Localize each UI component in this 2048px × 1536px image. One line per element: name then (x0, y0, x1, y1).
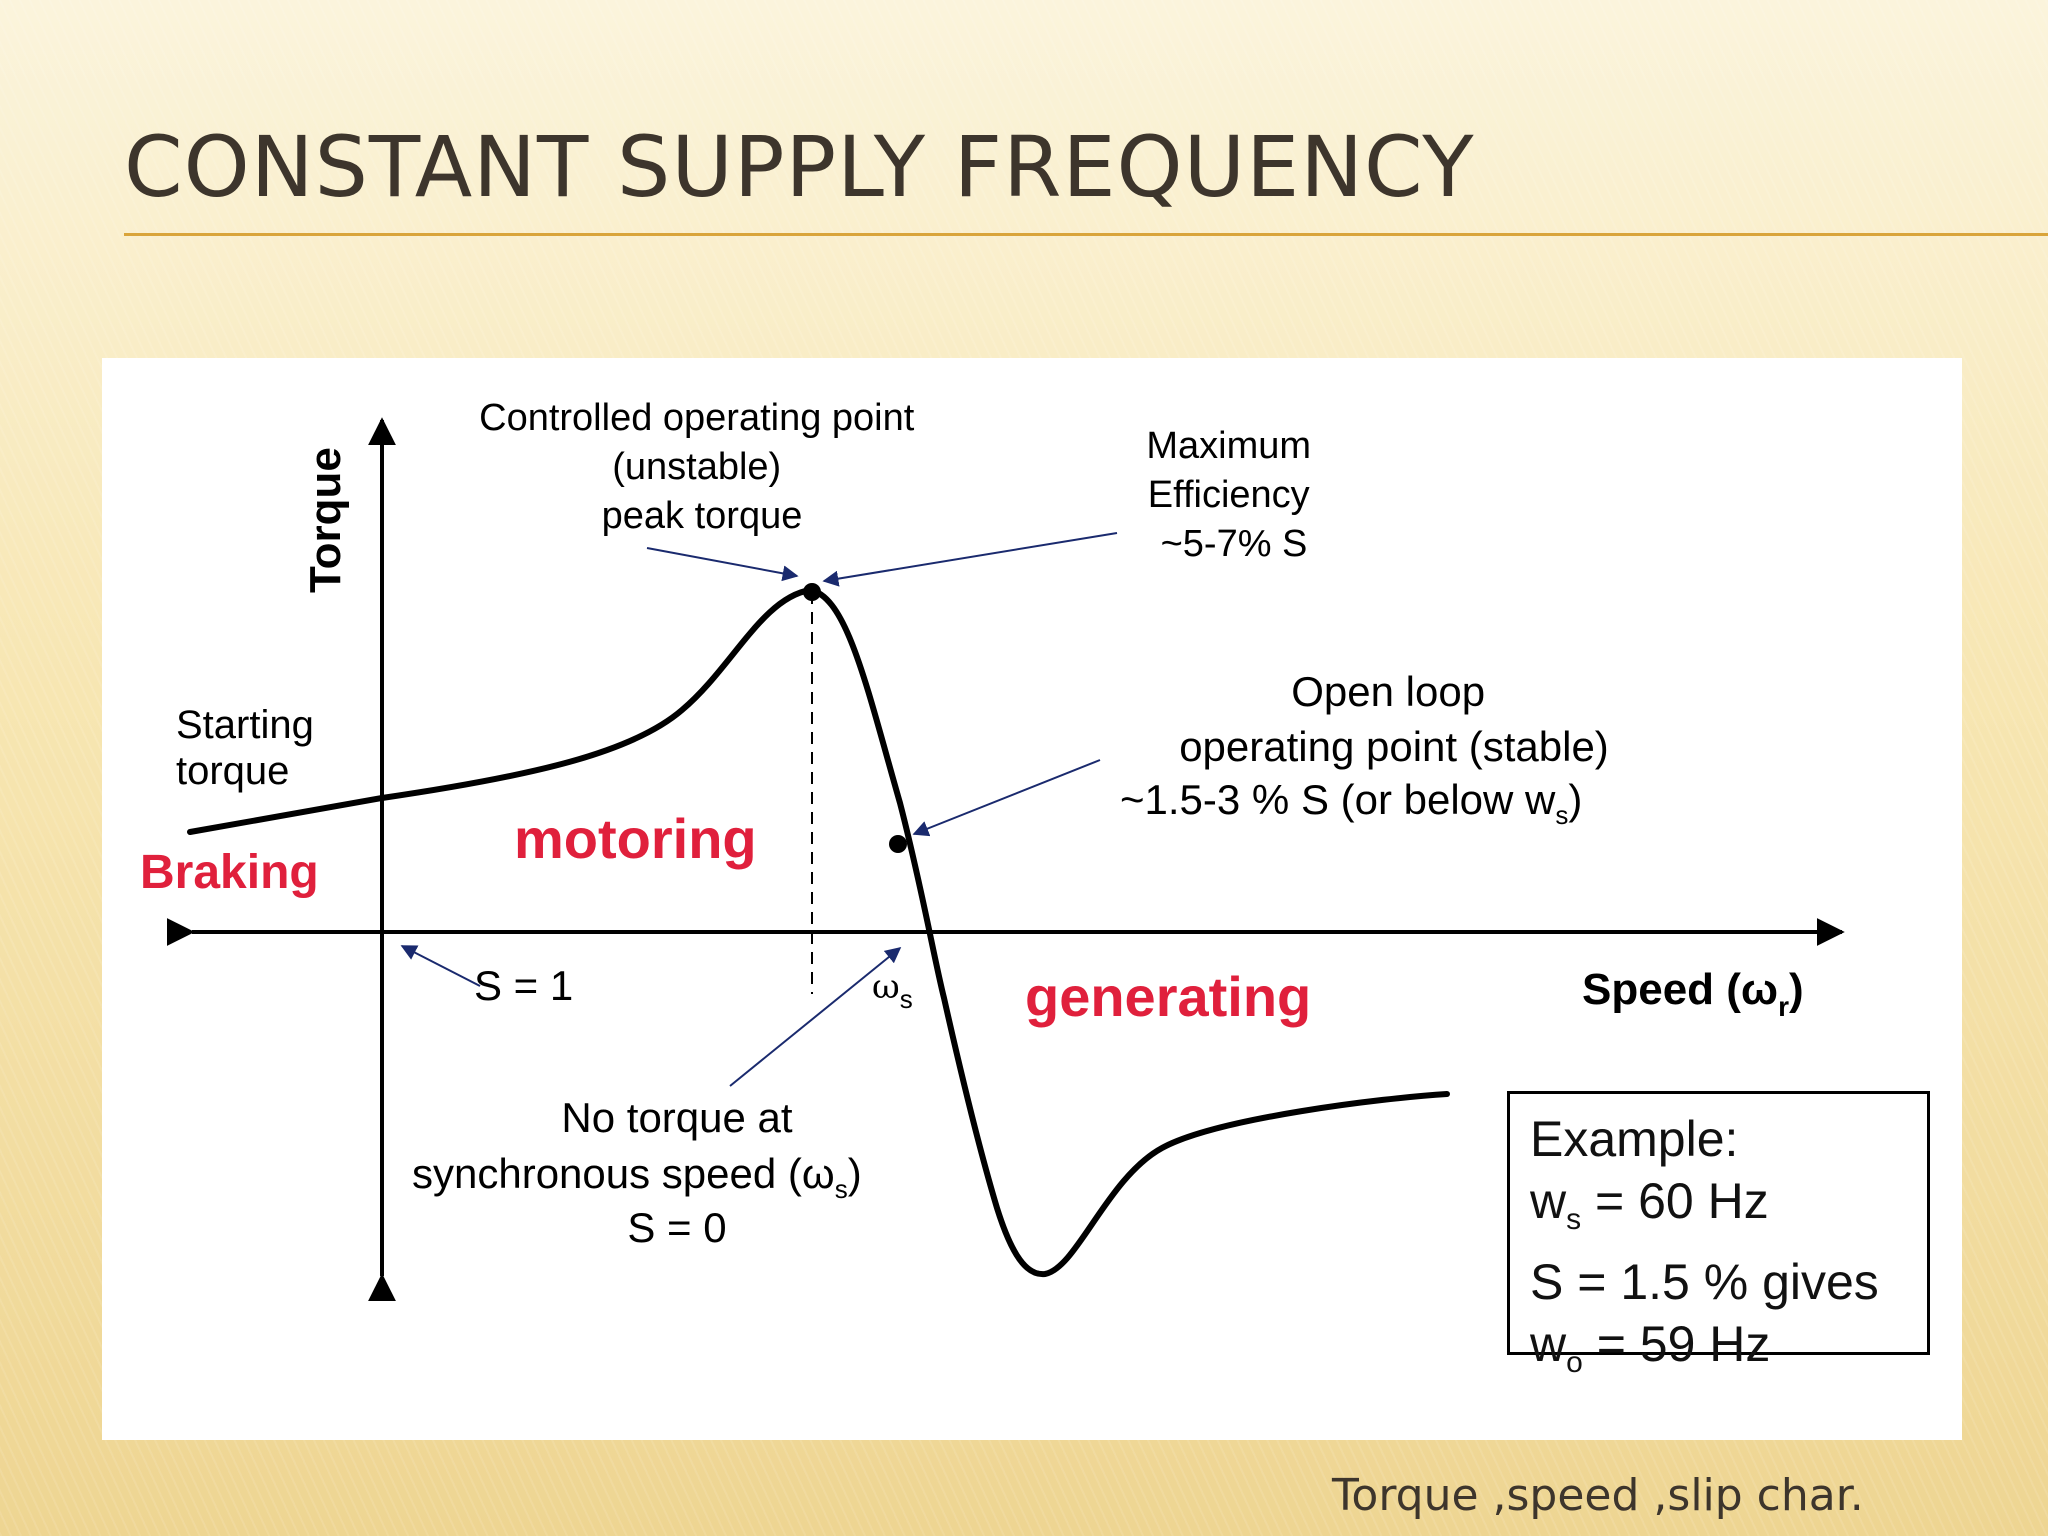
title-divider (124, 233, 2048, 236)
example-slip-line: S = 1.5 % gives (1530, 1254, 1879, 1310)
starting-torque-label: Starting torque (176, 703, 325, 793)
diagram-canvas: Torque Speed (ωr) Starting torque Brakin… (140, 397, 1845, 1302)
synchronous-speed-arrow (729, 946, 902, 1087)
braking-label: Braking (140, 846, 319, 899)
max-efficiency-label: Maximum Efficiency ~5-7% S (1146, 425, 1321, 565)
example-wo-line: wo = 59 Hz (1530, 1316, 1771, 1379)
speed-axis-label: Speed (ωr) (1582, 965, 1804, 1022)
motoring-label: motoring (514, 807, 757, 870)
example-box: Example: ws = 60 Hz S = 1.5 % gives wo =… (1507, 1091, 1930, 1379)
open-loop-label: Open loop operating point (stable) (1179, 668, 1609, 770)
no-torque-label-line3: S = 0 (627, 1204, 726, 1251)
s-equals-1-label: S = 1 (474, 962, 573, 1009)
torque-speed-curve (187, 587, 1450, 1278)
controlled-point-arrow (646, 547, 799, 582)
slide-caption: Torque ,speed ,slip char. (1332, 1470, 1864, 1521)
generating-label: generating (1025, 965, 1311, 1028)
peak-torque-point (803, 583, 821, 601)
open-loop-operating-point (889, 835, 907, 853)
omega-s-label: ωs (872, 967, 913, 1014)
max-efficiency-arrow (822, 532, 1118, 587)
example-title: Example: (1530, 1111, 1739, 1167)
torque-speed-diagram: Torque Speed (ωr) Starting torque Brakin… (102, 358, 1962, 1440)
slide-title: CONSTANT SUPPLY FREQUENCY (124, 118, 1475, 216)
example-ws-line: ws = 60 Hz (1530, 1173, 1769, 1236)
controlled-point-label: Controlled operating point (unstable) pe… (479, 397, 925, 537)
s-equals-1-arrow (400, 945, 481, 987)
no-torque-label-line2: synchronous speed (ωs) (412, 1150, 862, 1204)
torque-axis-label: Torque (301, 447, 350, 593)
open-loop-arrow (912, 759, 1101, 837)
no-torque-label-line1: No torque at (561, 1094, 792, 1141)
open-loop-slip-label: ~1.5-3 % S (or below ws) (1120, 776, 1582, 830)
